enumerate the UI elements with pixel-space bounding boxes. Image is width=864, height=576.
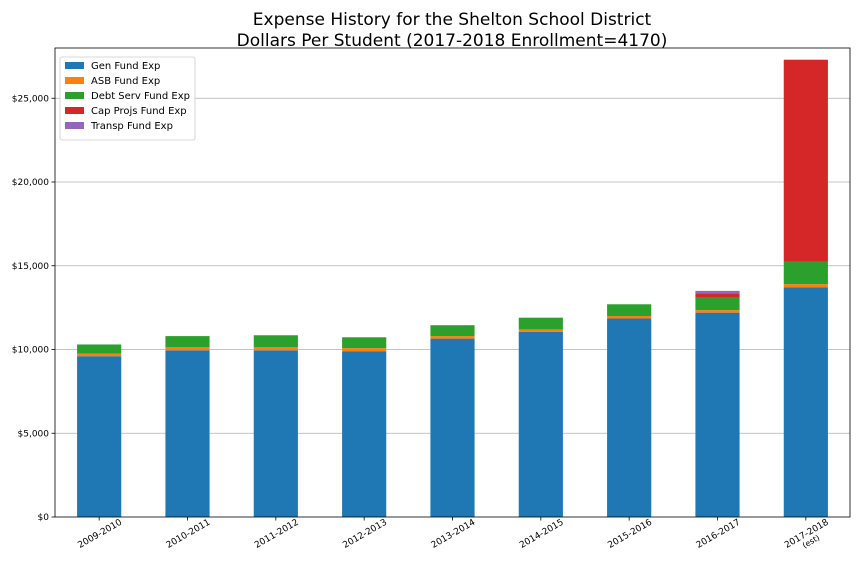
legend-swatch (65, 122, 84, 129)
x-tick-label: 2011-2012 (253, 518, 300, 551)
y-tick-label: $15,000 (12, 262, 49, 272)
bar-segment (342, 337, 387, 349)
bar-segment (783, 59, 828, 262)
x-tick-label: 2015-2016 (606, 518, 654, 551)
bar-segment (342, 351, 387, 517)
x-tick-label: 2013-2014 (430, 518, 478, 551)
x-tick-label: 2014-2015 (518, 518, 565, 551)
y-tick-label: $0 (38, 513, 50, 523)
bar-segment (518, 331, 563, 517)
bar-segment (253, 346, 298, 351)
legend-label: ASB Fund Exp (91, 76, 160, 87)
legend-box (59, 56, 196, 141)
bar-segment (518, 317, 563, 330)
legend-swatch (65, 62, 84, 69)
bar-segment (430, 338, 475, 517)
legend-label: Debt Serv Fund Exp (91, 91, 190, 102)
y-tick-label: $25,000 (12, 94, 49, 104)
legend-label: Transp Fund Exp (90, 121, 173, 132)
legend: Gen Fund Exp ASB Fund Exp Debt Serv Fund E… (59, 56, 196, 141)
x-tick-label: 2009-2010 (76, 518, 124, 551)
bar-segment (77, 356, 122, 517)
bar-segment (695, 297, 740, 311)
bar-segment (783, 261, 828, 285)
bar-segment (695, 310, 740, 313)
x-tick-label: 2017-2018(est) (783, 518, 835, 558)
y-tick-label: $10,000 (12, 346, 49, 356)
bar-segment (430, 336, 475, 339)
y-axis-ticks: $0 $5,000 $10,000 $15,000 $20,000 $25,000 (12, 94, 55, 523)
x-tick-label: 2010-2011 (165, 518, 212, 551)
x-tick-label: 2012-2013 (341, 518, 388, 551)
legend-swatch (65, 77, 84, 84)
legend-label: Gen Fund Exp (91, 61, 160, 72)
x-tick-label: 2016-2017 (695, 518, 742, 551)
bar-segment (77, 353, 122, 357)
bar-segment (77, 344, 122, 354)
bar-segment (253, 350, 298, 517)
legend-label: Cap Projs Fund Exp (91, 106, 187, 117)
bar-segment (430, 325, 475, 337)
bar-segment (695, 290, 740, 294)
bar-segment (695, 312, 740, 517)
bar-segment (607, 318, 652, 517)
y-tick-label: $20,000 (12, 178, 49, 188)
bar-segment (607, 304, 652, 316)
chart-subtitle: Dollars Per Student (2017-2018 Enrollmen… (237, 31, 668, 51)
bars (77, 59, 828, 517)
x-axis-ticks: 2009-2010 2010-2011 2011-2012 2012-2013 2013… (76, 517, 835, 558)
bar-segment (253, 335, 298, 347)
legend-swatch (65, 92, 84, 99)
bar-segment (342, 348, 387, 352)
bar-segment (518, 329, 563, 332)
bar-segment (783, 287, 828, 517)
bar-segment (165, 336, 210, 347)
bar-segment (165, 350, 210, 517)
bar-segment (783, 284, 828, 288)
bar-segment (165, 346, 210, 351)
chart-title: Expense History for the Shelton School D… (253, 10, 652, 30)
legend-swatch (65, 107, 84, 114)
y-tick-label: $5,000 (18, 429, 50, 439)
bar-segment (607, 316, 652, 319)
bar-segment (695, 293, 740, 298)
